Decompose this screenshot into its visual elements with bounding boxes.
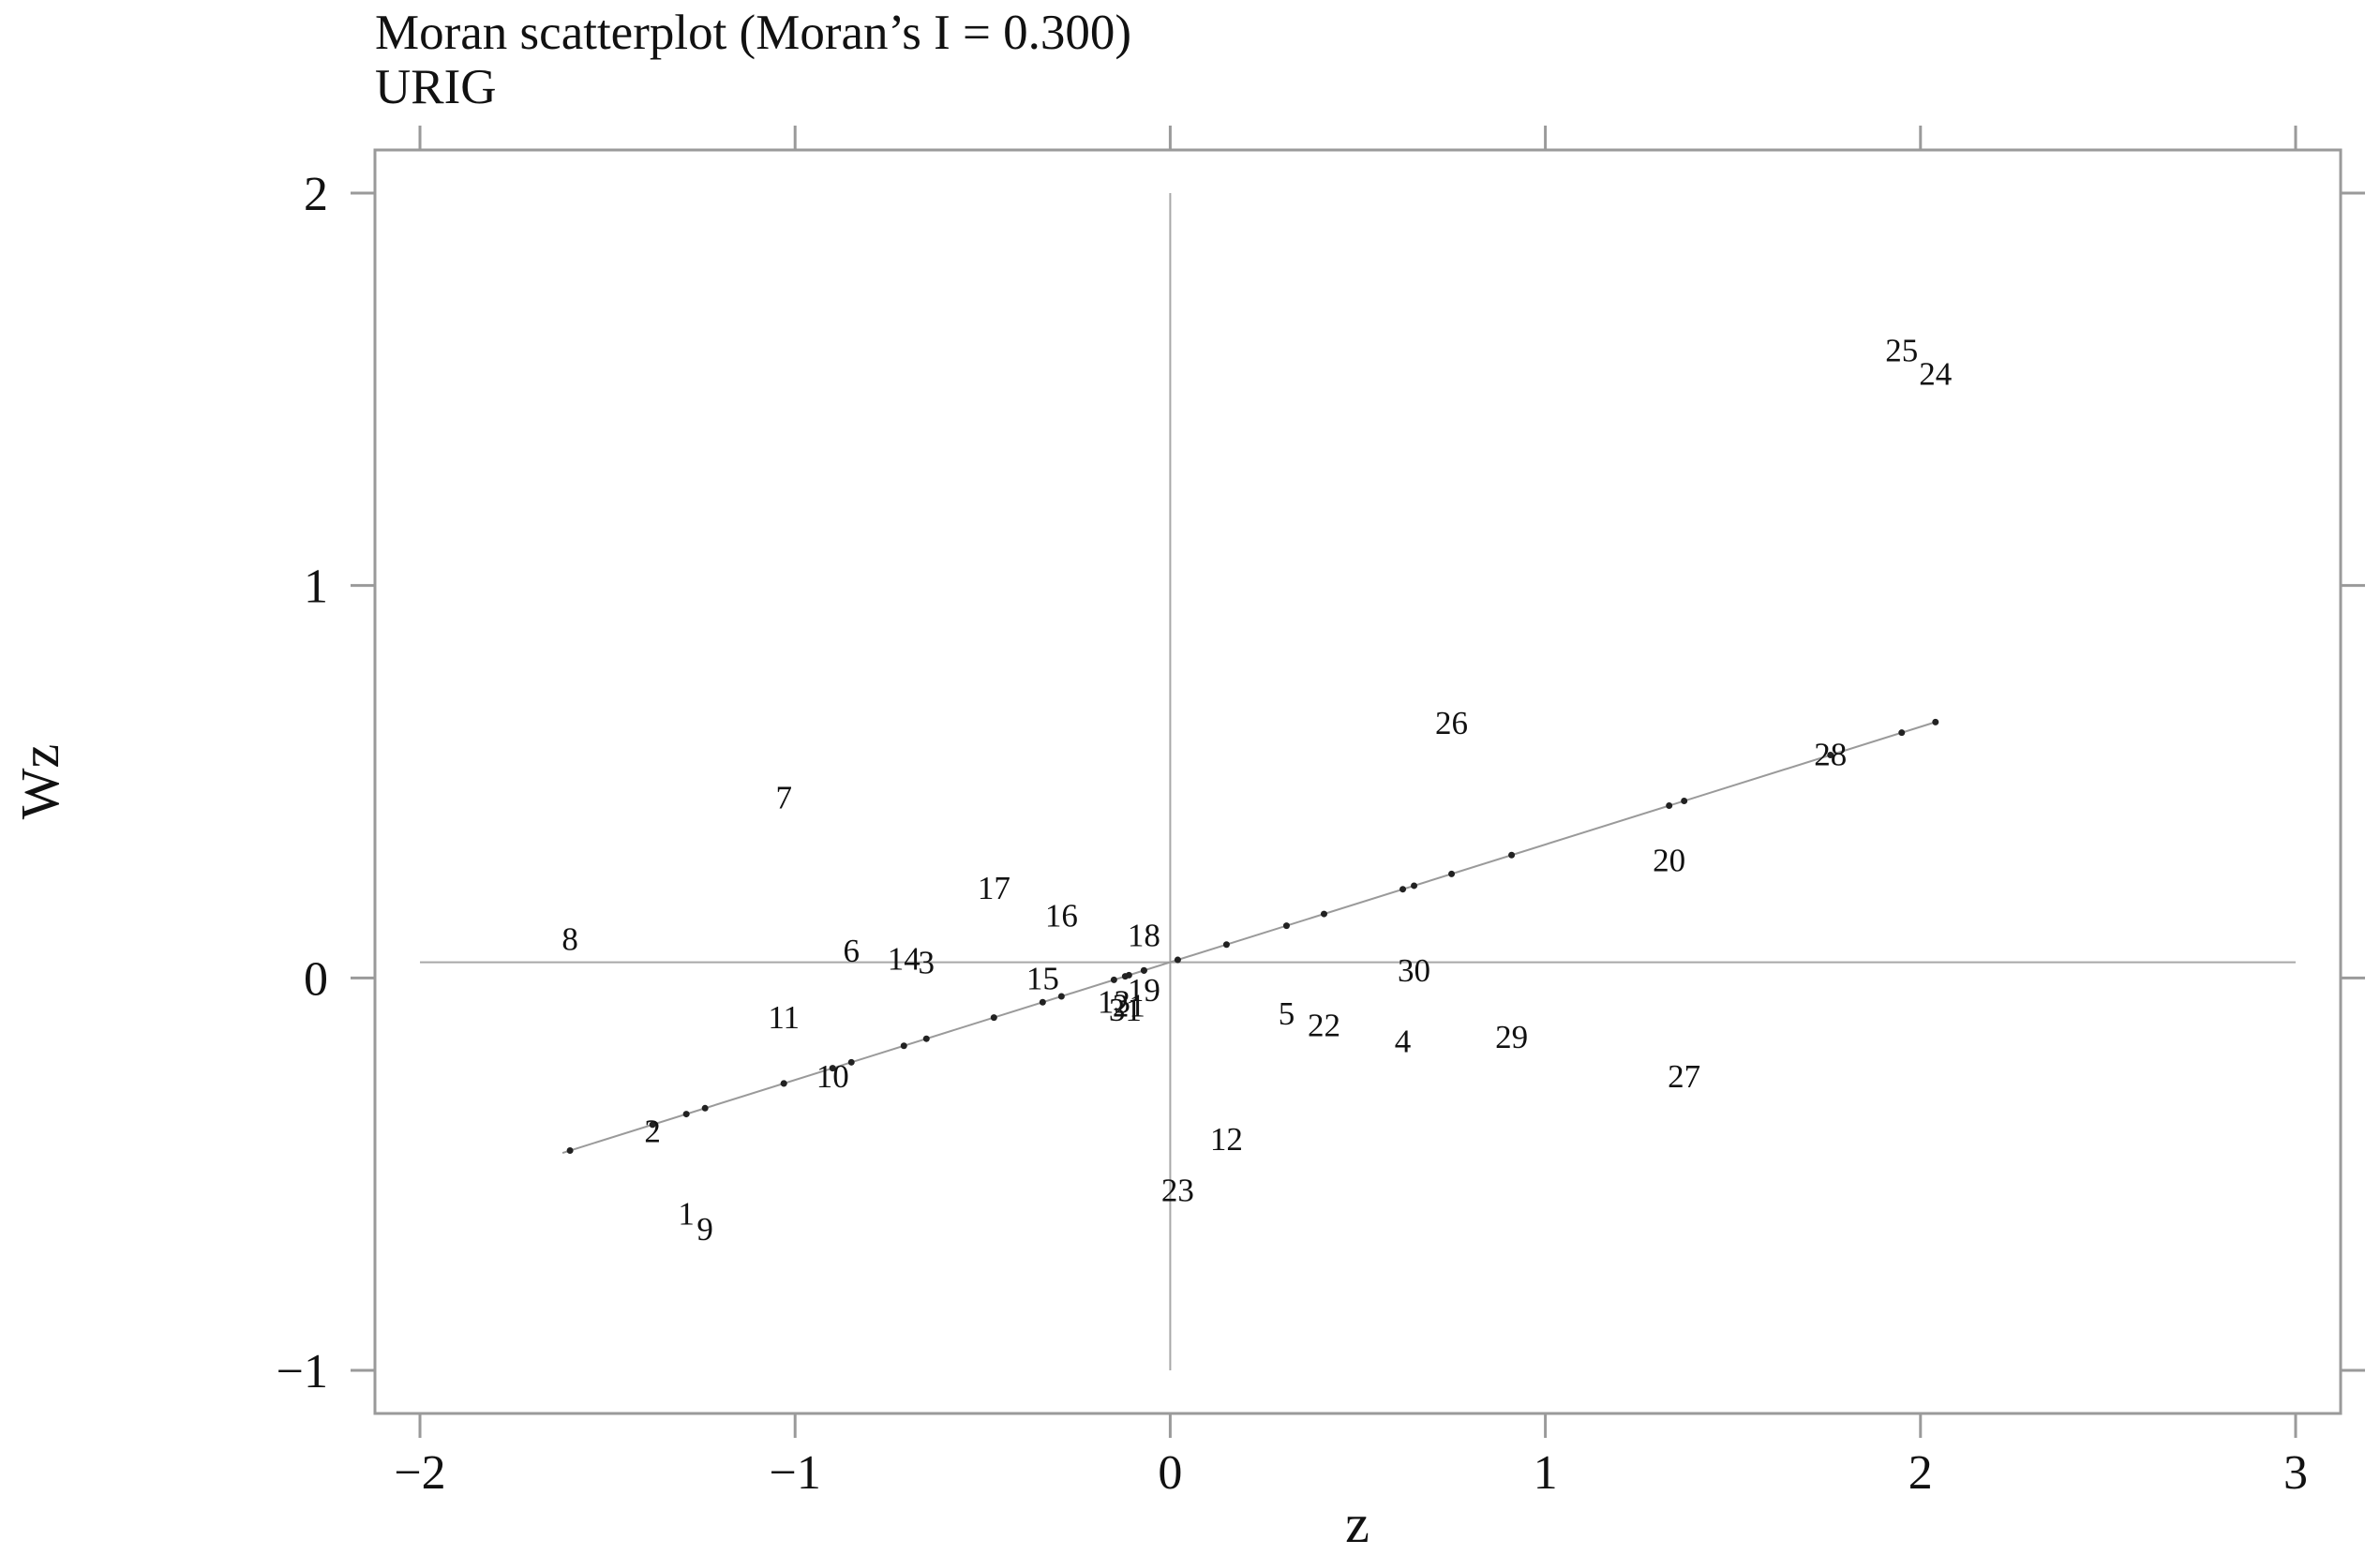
point-label: 18 bbox=[1128, 917, 1160, 953]
point-label: 16 bbox=[1045, 897, 1078, 934]
point-label: 24 bbox=[1919, 356, 1952, 393]
fitted-dot bbox=[1898, 729, 1906, 737]
fitted-dot bbox=[1039, 998, 1046, 1006]
fitted-dot bbox=[1681, 798, 1688, 805]
reference-lines bbox=[420, 193, 2296, 1370]
x-axis: −2 −1 0 1 2 3 bbox=[394, 126, 2308, 1500]
fitted-dot bbox=[1666, 802, 1673, 810]
regression-line-group bbox=[561, 718, 1939, 1155]
x-tick-label: 2 bbox=[1908, 1446, 1933, 1500]
chart-title: Moran scatterplot (Moran’s I = 0.300) bbox=[375, 6, 1131, 60]
point-label: 1 bbox=[678, 1195, 695, 1232]
fitted-dot bbox=[1121, 973, 1129, 980]
point-label: 20 bbox=[1653, 843, 1685, 879]
y-tick-label: −1 bbox=[277, 1345, 328, 1398]
point-label: 21 bbox=[1113, 988, 1145, 1024]
x-tick-label: 0 bbox=[1158, 1446, 1182, 1500]
data-points: 1 923456781011121314151617181920212223242… bbox=[561, 333, 1952, 1248]
fitted-dot bbox=[1174, 956, 1181, 964]
x-tick-label: 3 bbox=[2283, 1446, 2308, 1500]
point-label: 13 bbox=[1098, 983, 1130, 1020]
fitted-dot bbox=[682, 1111, 690, 1118]
fitted-dot bbox=[900, 1042, 907, 1050]
point-label: 14 bbox=[888, 940, 921, 977]
fitted-dot bbox=[1282, 922, 1290, 930]
y-tick-label: 2 bbox=[304, 168, 328, 221]
point-label: 10 bbox=[816, 1058, 849, 1095]
y-tick-label: 1 bbox=[304, 561, 328, 614]
point-label: 17 bbox=[978, 870, 1010, 906]
point-label: 22 bbox=[1308, 1008, 1340, 1044]
fitted-dot bbox=[1320, 910, 1327, 918]
point-label: 3 bbox=[919, 945, 936, 981]
point-label: 11 bbox=[768, 999, 800, 1036]
x-tick-label: −1 bbox=[770, 1446, 821, 1500]
x-tick-label: −2 bbox=[394, 1446, 445, 1500]
y-tick-label: 0 bbox=[304, 952, 328, 1006]
fitted-dot bbox=[1110, 976, 1117, 983]
point-label: 25 bbox=[1885, 333, 1918, 369]
point-label: 28 bbox=[1814, 737, 1847, 773]
point-label: 7 bbox=[775, 780, 792, 816]
point-label: 30 bbox=[1398, 952, 1430, 989]
fitted-dot bbox=[1222, 941, 1230, 949]
point-label: 9 bbox=[696, 1211, 713, 1248]
point-label: 27 bbox=[1668, 1058, 1700, 1095]
point-label: 15 bbox=[1026, 960, 1059, 996]
y-axis-label: Wz bbox=[9, 744, 70, 820]
point-label: 31 bbox=[1109, 992, 1142, 1028]
fitted-dot bbox=[1448, 870, 1456, 877]
point-label: 29 bbox=[1495, 1019, 1528, 1055]
fitted-dot bbox=[1057, 993, 1065, 1000]
fitted-dot bbox=[1932, 718, 1939, 725]
fitted-dot bbox=[649, 1121, 656, 1129]
x-tick-label: 1 bbox=[1534, 1446, 1558, 1500]
point-label: 23 bbox=[1161, 1172, 1194, 1208]
regression-line bbox=[561, 721, 1937, 1154]
point-label: 12 bbox=[1210, 1121, 1243, 1158]
point-label: 8 bbox=[561, 920, 578, 957]
fitted-dot bbox=[1400, 886, 1407, 893]
point-label: 4 bbox=[1395, 1023, 1412, 1059]
fitted-dot bbox=[1508, 851, 1516, 859]
fitted-dot bbox=[566, 1147, 574, 1155]
fitted-dot bbox=[847, 1058, 855, 1066]
fitted-dot bbox=[1827, 752, 1834, 759]
x-axis-label: z bbox=[1345, 1493, 1370, 1554]
chart-subtitle: URIG bbox=[375, 60, 497, 114]
point-label: 6 bbox=[843, 933, 860, 969]
fitted-dot bbox=[990, 1014, 997, 1022]
fitted-dot bbox=[922, 1035, 930, 1042]
fitted-dot bbox=[1411, 882, 1418, 890]
fitted-dot bbox=[829, 1065, 836, 1072]
fitted-dot bbox=[1140, 966, 1147, 974]
point-label: 2 bbox=[644, 1114, 661, 1150]
point-label: 19 bbox=[1128, 972, 1160, 1009]
fitted-dot bbox=[701, 1104, 709, 1112]
point-label: 26 bbox=[1435, 705, 1468, 741]
plot-frame bbox=[373, 148, 2343, 1415]
point-label: 5 bbox=[1279, 995, 1295, 1032]
fitted-dot bbox=[780, 1080, 787, 1087]
